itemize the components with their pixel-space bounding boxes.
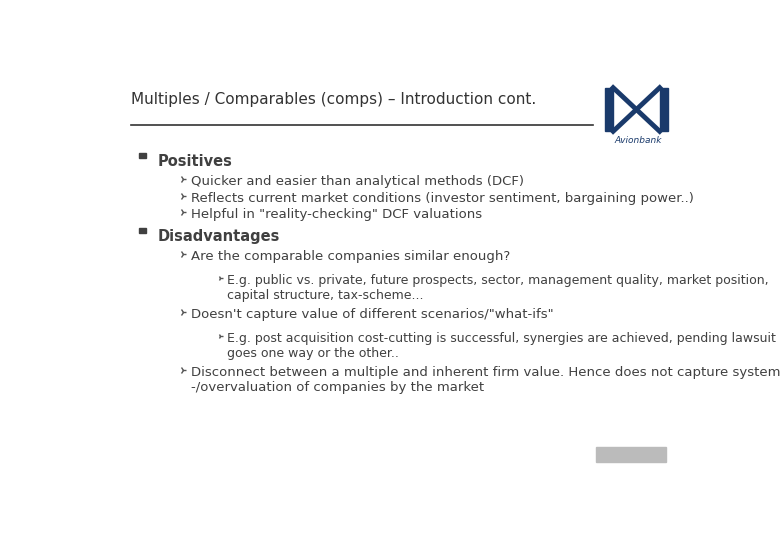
Text: E.g. post acquisition cost-cutting is successful, synergies are achieved, pendin: E.g. post acquisition cost-cutting is su… (228, 332, 776, 360)
Text: E.g. public vs. private, future prospects, sector, management quality, market po: E.g. public vs. private, future prospect… (228, 274, 769, 302)
Bar (139, 153, 147, 158)
Text: Doesn't capture value of different scenarios/"what-ifs": Doesn't capture value of different scena… (191, 308, 554, 321)
Text: Disadvantages: Disadvantages (158, 229, 280, 244)
Text: Multiples / Comparables (comps) – Introduction cont.: Multiples / Comparables (comps) – Introd… (131, 92, 536, 107)
Text: Helpful in "reality-checking" DCF valuations: Helpful in "reality-checking" DCF valuat… (191, 208, 482, 221)
Bar (596, 447, 666, 462)
Text: Are the comparable companies similar enough?: Are the comparable companies similar eno… (191, 250, 510, 263)
Bar (605, 87, 613, 131)
Text: Quicker and easier than analytical methods (DCF): Quicker and easier than analytical metho… (191, 175, 524, 188)
Text: Positives: Positives (158, 154, 232, 169)
Bar (660, 87, 668, 131)
Text: Avionbank: Avionbank (615, 136, 662, 145)
Text: Disconnect between a multiple and inherent firm value. Hence does not capture sy: Disconnect between a multiple and inhere… (191, 366, 780, 394)
Bar (139, 228, 147, 233)
Text: Reflects current market conditions (investor sentiment, bargaining power..): Reflects current market conditions (inve… (191, 192, 694, 205)
